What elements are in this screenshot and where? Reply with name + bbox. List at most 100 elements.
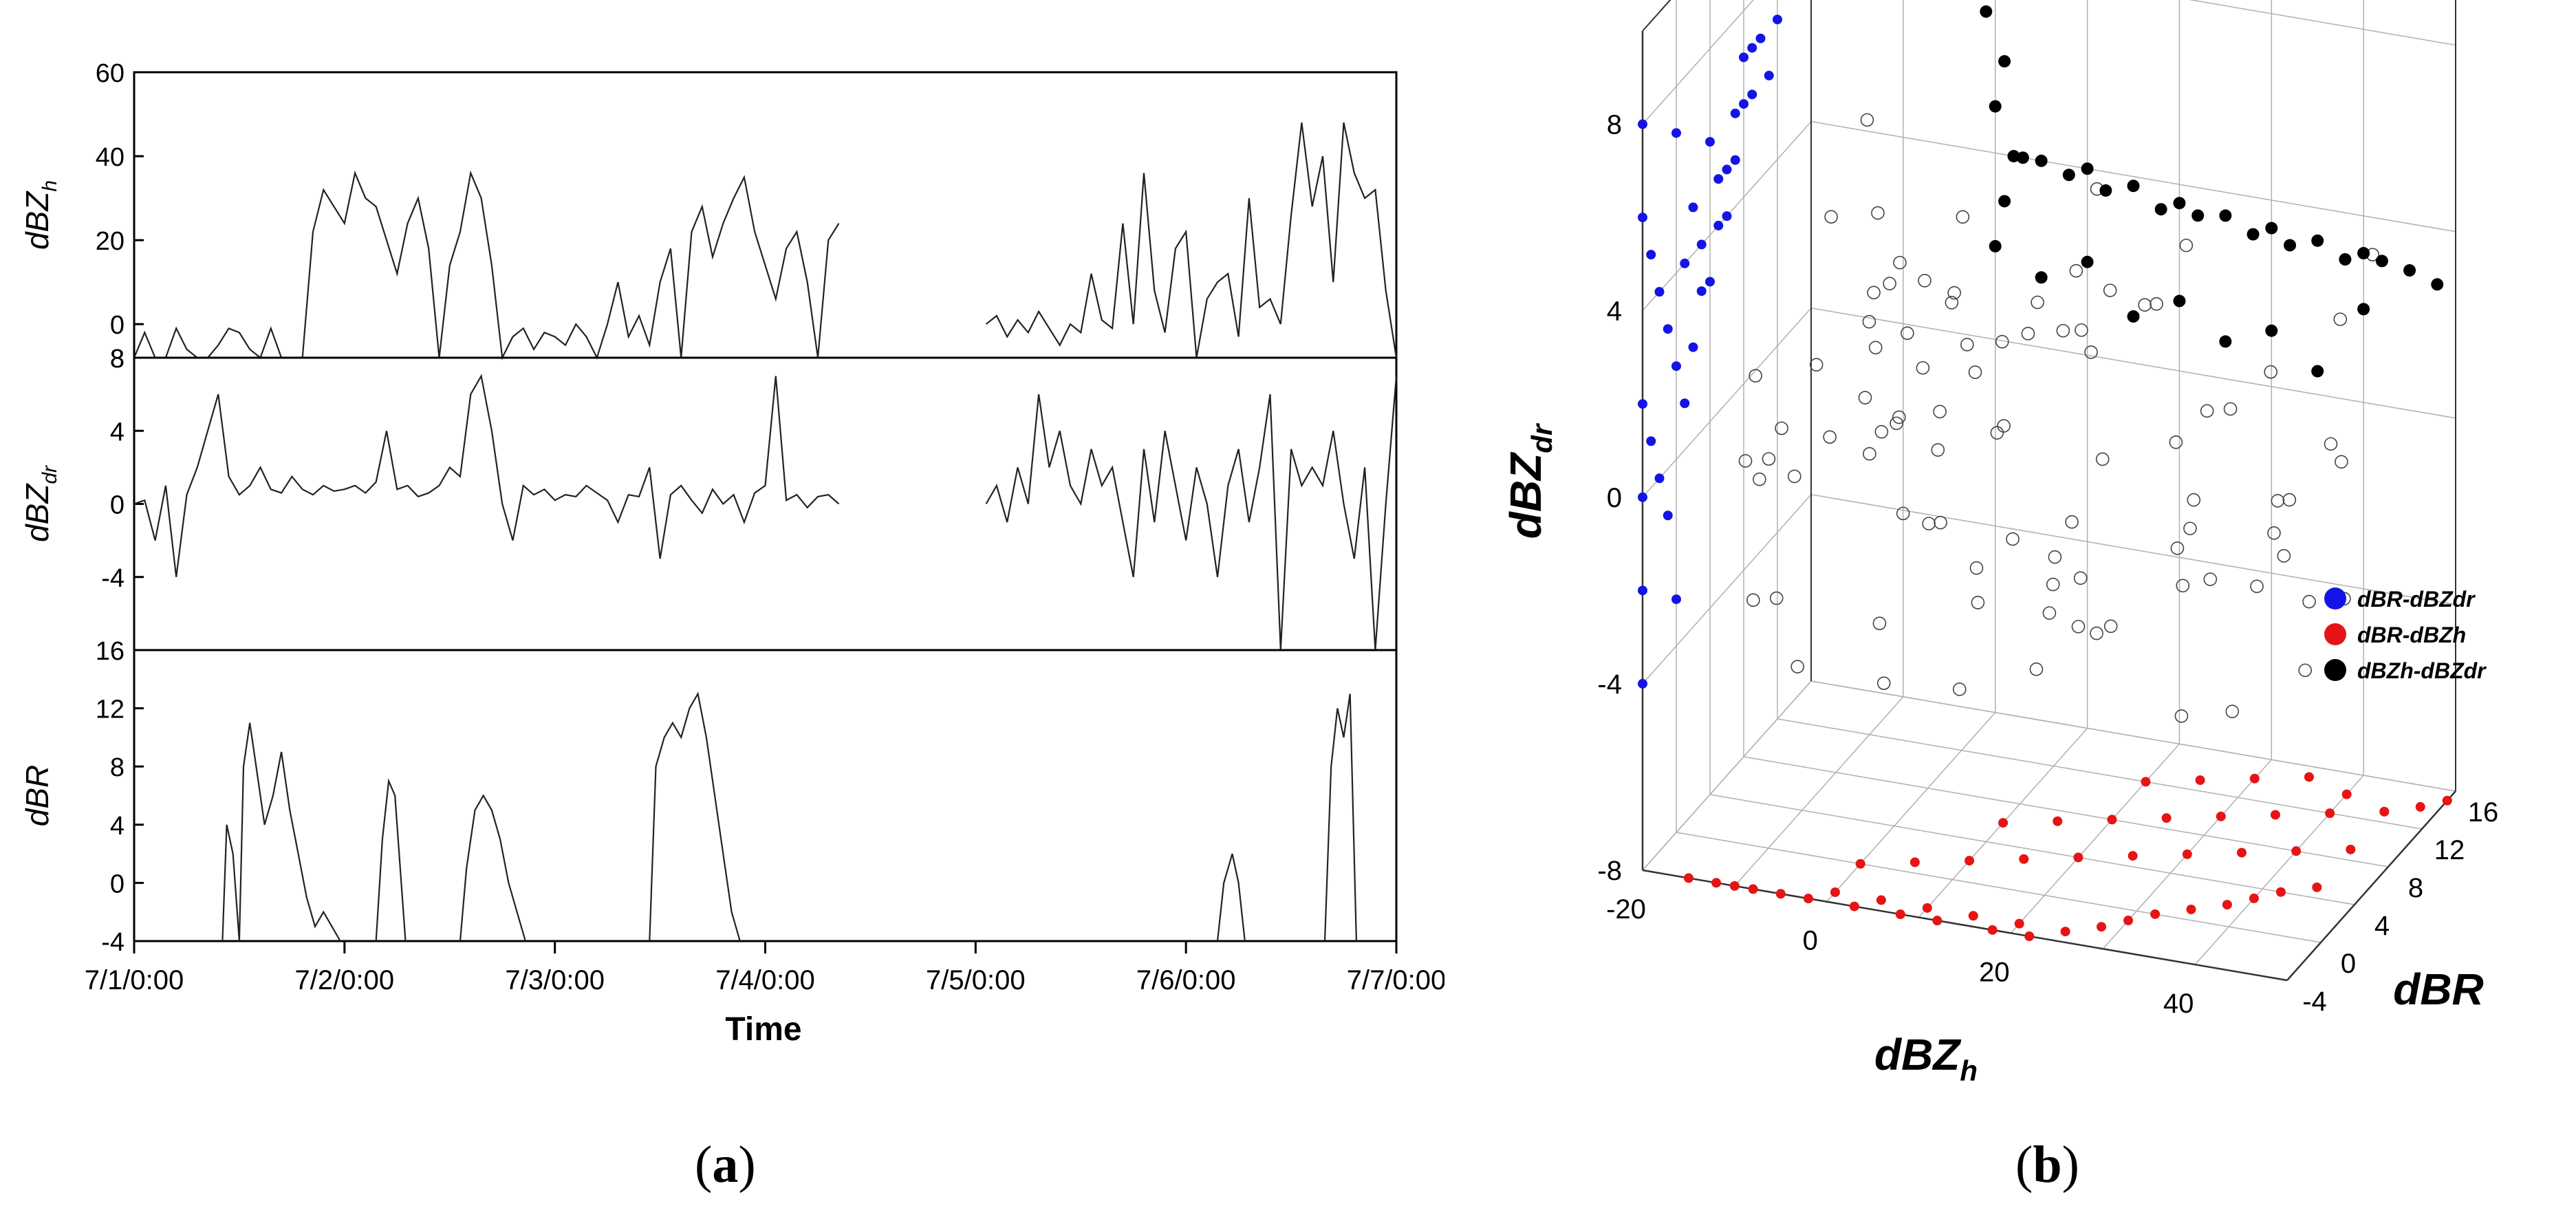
time-series-figure: 60402008dBZh840-416dBZdr12840-4dBR7/1/0:…: [19, 59, 1444, 1048]
projection-circle: [1809, 358, 1823, 371]
point-dbr-dbzdr: [1705, 137, 1715, 147]
grid-floor-x: [1734, 696, 1904, 887]
series-line-dBZdr-1: [985, 376, 1398, 651]
z-tick-label: 0: [1607, 483, 1622, 513]
point-dbzh-dbzdr: [2284, 239, 2297, 252]
projection-circle: [2073, 571, 2088, 585]
point-dbr-dbzh: [2053, 816, 2063, 826]
point-dbr-dbzh: [2128, 851, 2138, 861]
grid-back-z: [1810, 120, 2456, 233]
point-dbzh-dbzdr: [1980, 5, 1993, 18]
projection-circle: [2048, 550, 2062, 564]
y-tick-label: 0: [110, 491, 125, 520]
y-tick-label: -4: [101, 928, 125, 957]
point-dbzh-dbzdr: [2357, 247, 2370, 260]
series-line-dBR-4: [1216, 853, 1246, 942]
projection-circle: [2138, 298, 2152, 312]
projection-circle: [1868, 341, 1883, 355]
y-tick-label: -4: [2302, 986, 2327, 1017]
projection-circle: [2029, 662, 2044, 676]
projection-circle: [2282, 493, 2297, 507]
x-tick-label: 7/2/0:00: [295, 965, 395, 995]
z-tick-label: -4: [1597, 669, 1622, 700]
y-tick-label: -4: [101, 564, 125, 593]
x-tick-label: 7/6/0:00: [1136, 965, 1236, 995]
point-dbzh-dbzdr: [2311, 365, 2324, 378]
projection-circle: [1968, 365, 1982, 379]
point-dbr-dbzh: [1965, 856, 1975, 866]
grid-back-z: [1810, 494, 2456, 605]
grid-back-z: [1810, 680, 2456, 792]
point-dbr-dbzdr: [1654, 473, 1665, 484]
x-tick-label: 7/1/0:00: [85, 965, 184, 995]
projection-circle: [1738, 454, 1753, 468]
grid-side-z: [1642, 680, 1812, 871]
point-dbr-dbzh: [2186, 904, 2196, 914]
y-tick-label: 8: [110, 345, 125, 374]
point-dbzh-dbzdr: [2339, 253, 2352, 266]
projection-circle: [2333, 312, 2348, 326]
x-tick-label: -20: [1606, 894, 1646, 925]
x-tick-label: 7/7/0:00: [1347, 965, 1444, 995]
projection-circle: [1874, 424, 1889, 439]
projection-circle: [1860, 113, 1874, 127]
point-dbr-dbzh: [1998, 818, 2009, 828]
point-dbr-dbzh: [2019, 854, 2029, 864]
projection-circle: [1876, 676, 1891, 690]
legend-label-blue: dBR-dBZdr: [2357, 587, 2476, 612]
point-dbr-dbzdr: [1747, 43, 1757, 53]
z-axis-title-sub: dr: [1526, 422, 1558, 453]
point-dbzh-dbzdr: [2247, 228, 2260, 241]
point-dbzh-dbzdr: [2154, 203, 2167, 216]
projection-circle: [1788, 469, 1801, 484]
x-axis-title-main: dBZ: [1874, 1030, 1962, 1079]
point-dbr-dbzh: [2150, 909, 2161, 919]
point-dbr-dbzh: [2312, 882, 2322, 892]
projection-circle: [2277, 549, 2291, 563]
projection-circle: [2187, 493, 2201, 507]
point-dbzh-dbzdr: [2081, 162, 2094, 175]
point-dbr-dbzdr: [1671, 128, 1681, 138]
caption-a: (a): [695, 1136, 756, 1194]
grid-side-z: [1642, 308, 1812, 498]
grid-floor-x: [1826, 712, 1996, 903]
y-tick-label: 12: [2434, 835, 2465, 865]
point-dbzh-dbzdr: [2431, 278, 2444, 291]
point-dbr-dbzh: [1729, 881, 1740, 891]
projection-circle: [2170, 541, 2185, 555]
y-tick-label: 0: [110, 311, 125, 340]
point-dbr-dbzh: [2024, 931, 2035, 941]
point-dbzh-dbzdr: [2035, 271, 2048, 284]
projection-circle: [2267, 526, 2281, 540]
point-dbr-dbzdr: [1730, 155, 1740, 165]
projection-circle: [2298, 663, 2313, 678]
x-axis-title-sub: h: [1960, 1055, 1978, 1087]
projection-circle: [1769, 591, 1784, 605]
grid-floor-y: [1676, 832, 2321, 943]
projection-circle: [2169, 435, 2183, 449]
point-dbr-dbzdr: [1696, 286, 1707, 296]
point-dbr-dbzh: [2291, 846, 2302, 856]
grid-back-z: [1810, 308, 2456, 419]
time-axis-label: Time: [725, 1011, 801, 1048]
series-line-dBR-5: [1323, 693, 1357, 942]
y-tick-label: 20: [96, 227, 125, 256]
projection-circle: [1971, 596, 1985, 610]
point-dbr-dbzh: [1830, 887, 1840, 897]
y-tick-label: 12: [96, 695, 125, 724]
legend-label-red: dBR-dBZh: [2357, 623, 2466, 647]
grid-floor-x: [2194, 775, 2364, 965]
projection-circle: [1969, 561, 1984, 575]
point-dbr-dbzdr: [1713, 220, 1724, 230]
point-dbr-dbzdr: [1680, 258, 1690, 268]
axis-y: [2286, 790, 2456, 981]
projection-circle: [2223, 402, 2238, 416]
projection-circle: [1862, 314, 1876, 329]
y-axis-label-main: dBZ: [19, 191, 55, 250]
projection-circle: [1824, 210, 1838, 224]
axis-top: [1642, 0, 1671, 32]
point-dbr-dbzh: [1922, 903, 1932, 913]
caption-a-letter: a: [712, 1136, 739, 1194]
point-dbr-dbzdr: [1638, 119, 1647, 129]
svg-text:dBZdr: dBZdr: [1501, 422, 1558, 539]
